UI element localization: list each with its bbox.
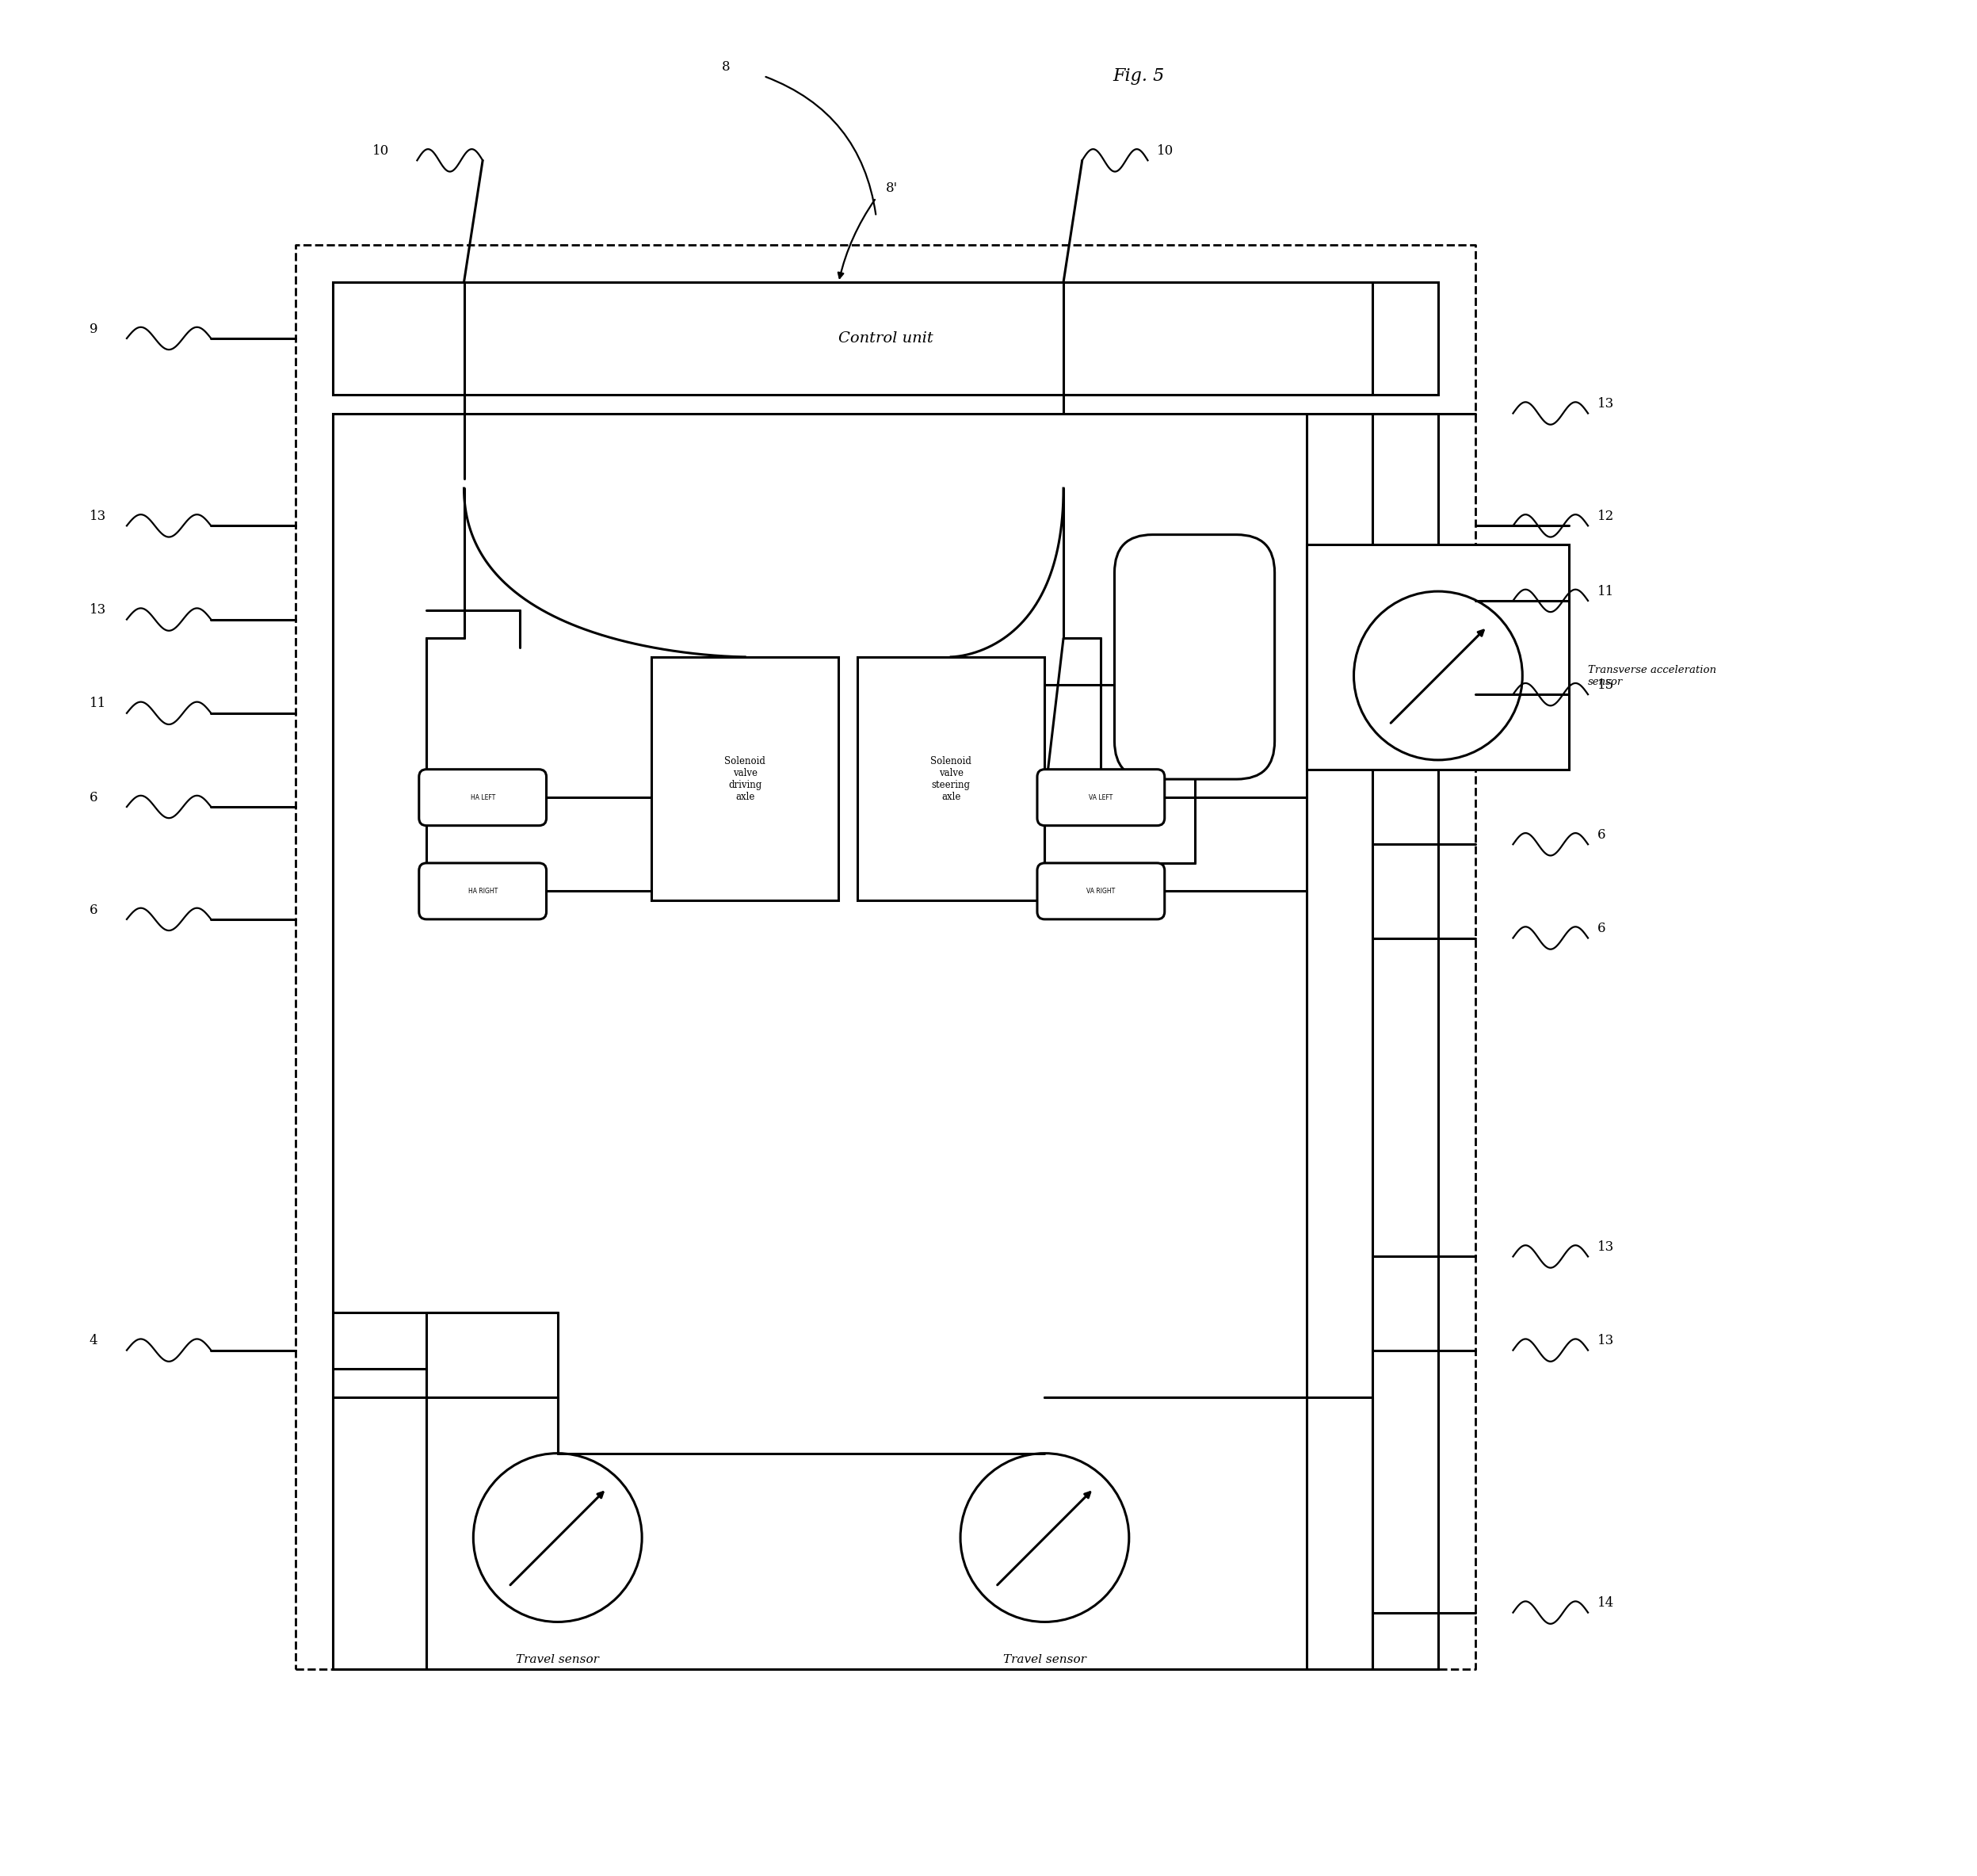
Text: Transverse acceleration
sensor: Transverse acceleration sensor <box>1588 664 1716 687</box>
Text: 13: 13 <box>89 510 107 523</box>
FancyBboxPatch shape <box>1038 769 1164 825</box>
Text: Travel sensor: Travel sensor <box>516 1655 599 1666</box>
Text: 13: 13 <box>1597 1334 1613 1347</box>
Text: 4: 4 <box>89 1334 97 1347</box>
Text: 6: 6 <box>89 902 97 917</box>
Text: Fig. 5: Fig. 5 <box>1113 68 1164 84</box>
FancyBboxPatch shape <box>1115 535 1275 779</box>
Bar <box>1307 544 1570 769</box>
Text: 11: 11 <box>89 698 107 711</box>
Text: VA RIGHT: VA RIGHT <box>1087 887 1115 895</box>
Text: 13: 13 <box>1597 1240 1613 1253</box>
Text: 12: 12 <box>1597 510 1613 523</box>
Text: 13: 13 <box>1597 398 1613 411</box>
Text: VA LEFT: VA LEFT <box>1089 794 1113 801</box>
Text: 15: 15 <box>1597 679 1613 692</box>
Text: Travel sensor: Travel sensor <box>1002 1655 1085 1666</box>
Text: 14: 14 <box>1597 1596 1613 1610</box>
Bar <box>332 413 1437 1670</box>
Text: 13: 13 <box>89 604 107 617</box>
Text: 9: 9 <box>89 323 97 336</box>
FancyBboxPatch shape <box>1038 863 1164 919</box>
Text: 6: 6 <box>1597 827 1605 842</box>
Text: Solenoid
valve
steering
axle: Solenoid valve steering axle <box>931 756 971 801</box>
Text: 8': 8' <box>886 182 898 195</box>
Bar <box>332 281 1437 394</box>
Text: Solenoid
valve
driving
axle: Solenoid valve driving axle <box>724 756 765 801</box>
Text: HA LEFT: HA LEFT <box>471 794 494 801</box>
Text: 10: 10 <box>1157 144 1174 158</box>
Text: HA RIGHT: HA RIGHT <box>469 887 498 895</box>
Text: 10: 10 <box>372 144 389 158</box>
FancyBboxPatch shape <box>419 863 546 919</box>
Text: 8: 8 <box>722 60 730 73</box>
Bar <box>650 657 838 900</box>
Text: Control unit: Control unit <box>838 332 933 345</box>
Text: 6: 6 <box>89 790 97 805</box>
FancyBboxPatch shape <box>419 769 546 825</box>
Text: 6: 6 <box>1597 921 1605 936</box>
Bar <box>858 657 1044 900</box>
Text: 11: 11 <box>1597 585 1613 598</box>
